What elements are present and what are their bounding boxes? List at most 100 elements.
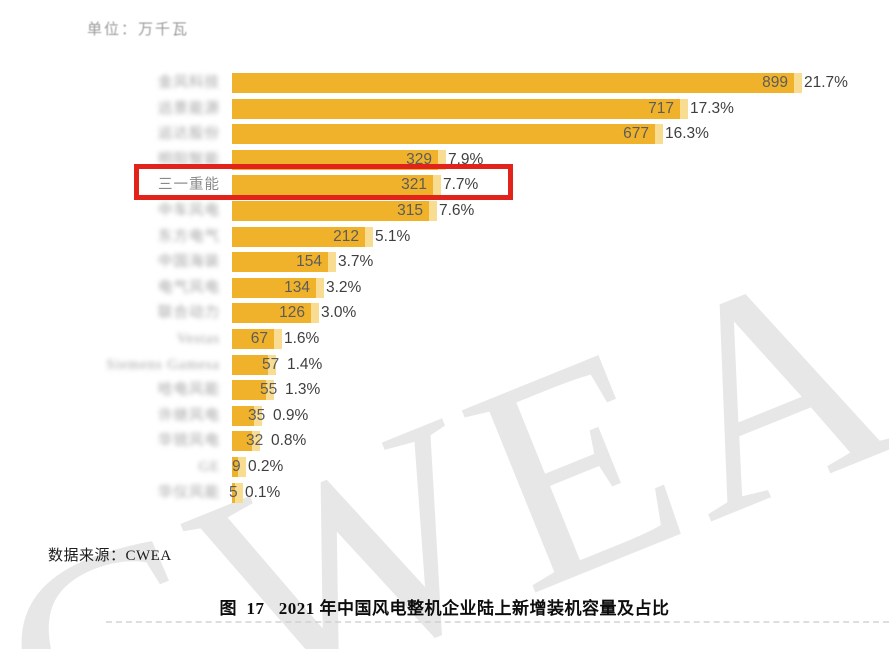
company-label: 华锐风电 — [158, 433, 220, 450]
value-label: 134 — [284, 278, 310, 296]
capacity-bar — [232, 98, 680, 119]
chart-row: 东方电气 212 5.1% — [0, 224, 889, 250]
bar-end-cap — [254, 405, 262, 426]
chart-row: 远景能源 717 17.3% — [0, 96, 889, 122]
chart-row: 哈电风能 55 1.3% — [0, 377, 889, 403]
chart-row: 中车风电 315 7.6% — [0, 198, 889, 224]
share-label: 7.9% — [448, 150, 484, 168]
bar-end-cap — [235, 482, 243, 503]
chart-row: Siemens Gamesa 57 1.4% — [0, 352, 889, 378]
bar-end-cap — [252, 431, 260, 452]
chart-row: 许继风电 35 0.9% — [0, 403, 889, 429]
value-label: 315 — [397, 202, 423, 219]
value-label: 329 — [406, 150, 432, 168]
share-label: 1.6% — [284, 330, 320, 347]
chart-row: 运达股份 677 16.3% — [0, 121, 889, 147]
capacity-bar — [232, 73, 794, 93]
share-label: 0.1% — [245, 483, 281, 501]
company-label: 运达股份 — [158, 126, 220, 143]
bar-end-cap — [311, 303, 319, 324]
chart-row: 华锐风电 32 0.8% — [0, 428, 889, 454]
bar-end-cap — [794, 73, 802, 93]
share-label: 5.1% — [375, 227, 411, 245]
bar-end-cap — [365, 226, 373, 247]
share-label: 3.7% — [338, 253, 374, 271]
value-label: 35 — [248, 406, 266, 424]
chart-row: 华仪风能 5 0.1% — [0, 480, 889, 506]
capacity-bar — [232, 329, 274, 349]
capacity-bar — [232, 354, 268, 375]
share-label: 0.9% — [273, 406, 309, 424]
chart-row: 三一重能 321 7.7% — [0, 172, 889, 198]
company-label: 华仪风能 — [158, 484, 220, 501]
chart-row: 金风科技 899 21.7% — [0, 70, 889, 96]
share-label: 7.7% — [443, 176, 479, 194]
capacity-bar — [232, 380, 266, 401]
bar-end-cap — [274, 329, 282, 349]
value-label: 57 — [262, 355, 280, 373]
company-label: Siemens Gamesa — [106, 356, 220, 373]
company-label: GE — [198, 459, 220, 475]
bottom-divider — [106, 621, 889, 623]
share-label: 3.0% — [321, 304, 357, 322]
share-label: 16.3% — [665, 125, 709, 143]
highlight-box — [134, 164, 513, 200]
bar-chart: 金风科技 899 21.7% 远景能源 717 17.3% 运达股份 677 16.3% 明阳智能… — [0, 70, 889, 506]
company-label: 东方电气 — [158, 228, 220, 245]
chart-row: Vestas 67 1.6% — [0, 326, 889, 352]
company-label: 金风科技 — [158, 75, 220, 91]
value-label: 154 — [296, 253, 322, 271]
bar-end-cap — [328, 252, 336, 273]
capacity-bar — [232, 482, 235, 503]
capacity-bar — [232, 175, 433, 196]
bar-end-cap — [433, 175, 441, 196]
figure-caption: 图 17 2021 年中国风电整机企业陆上新增装机容量及占比 — [219, 599, 670, 618]
share-label: 7.6% — [439, 202, 475, 219]
share-label: 3.2% — [326, 278, 362, 296]
chart-row: 中国海装 154 3.7% — [0, 249, 889, 275]
bar-end-cap — [238, 457, 246, 477]
company-label: 远景能源 — [158, 100, 220, 117]
company-label: 电气风电 — [158, 279, 220, 296]
bar-end-cap — [429, 201, 437, 221]
chart-row: GE 9 0.2% — [0, 454, 889, 480]
share-label: 17.3% — [690, 99, 734, 117]
value-label: 55 — [260, 381, 278, 399]
bar-end-cap — [268, 354, 276, 375]
bar-end-cap — [438, 149, 446, 170]
value-label: 677 — [623, 125, 649, 143]
capacity-bar — [232, 405, 254, 426]
company-label: 中国海装 — [158, 254, 220, 271]
value-label: 321 — [401, 176, 427, 194]
capacity-bar — [232, 226, 365, 247]
company-label: 中车风电 — [158, 203, 220, 219]
company-label: Vestas — [176, 331, 220, 347]
value-label: 717 — [648, 99, 674, 117]
share-label: 0.2% — [248, 458, 284, 475]
capacity-bar — [232, 457, 238, 477]
value-label: 5 — [229, 483, 238, 501]
share-label: 1.3% — [285, 381, 321, 399]
capacity-bar — [232, 277, 316, 298]
share-label: 1.4% — [287, 355, 323, 373]
capacity-bar — [232, 201, 429, 221]
chart-row: 电气风电 134 3.2% — [0, 275, 889, 301]
bar-end-cap — [680, 98, 688, 119]
bar-end-cap — [316, 277, 324, 298]
company-label: 联合动力 — [158, 305, 220, 322]
value-label: 67 — [250, 330, 268, 347]
value-label: 32 — [246, 432, 264, 450]
company-label: 三一重能 — [158, 177, 220, 194]
share-label: 21.7% — [804, 74, 848, 91]
chart-row: 联合动力 126 3.0% — [0, 300, 889, 326]
capacity-bar — [232, 252, 328, 273]
bar-end-cap — [655, 124, 663, 145]
capacity-bar — [232, 303, 311, 324]
company-label: 明阳智能 — [158, 151, 220, 168]
data-source-label: 数据来源：CWEA — [48, 548, 172, 564]
capacity-bar — [232, 124, 655, 145]
company-label: 哈电风能 — [158, 382, 220, 399]
value-label: 126 — [279, 304, 305, 322]
value-label: 9 — [232, 458, 241, 475]
